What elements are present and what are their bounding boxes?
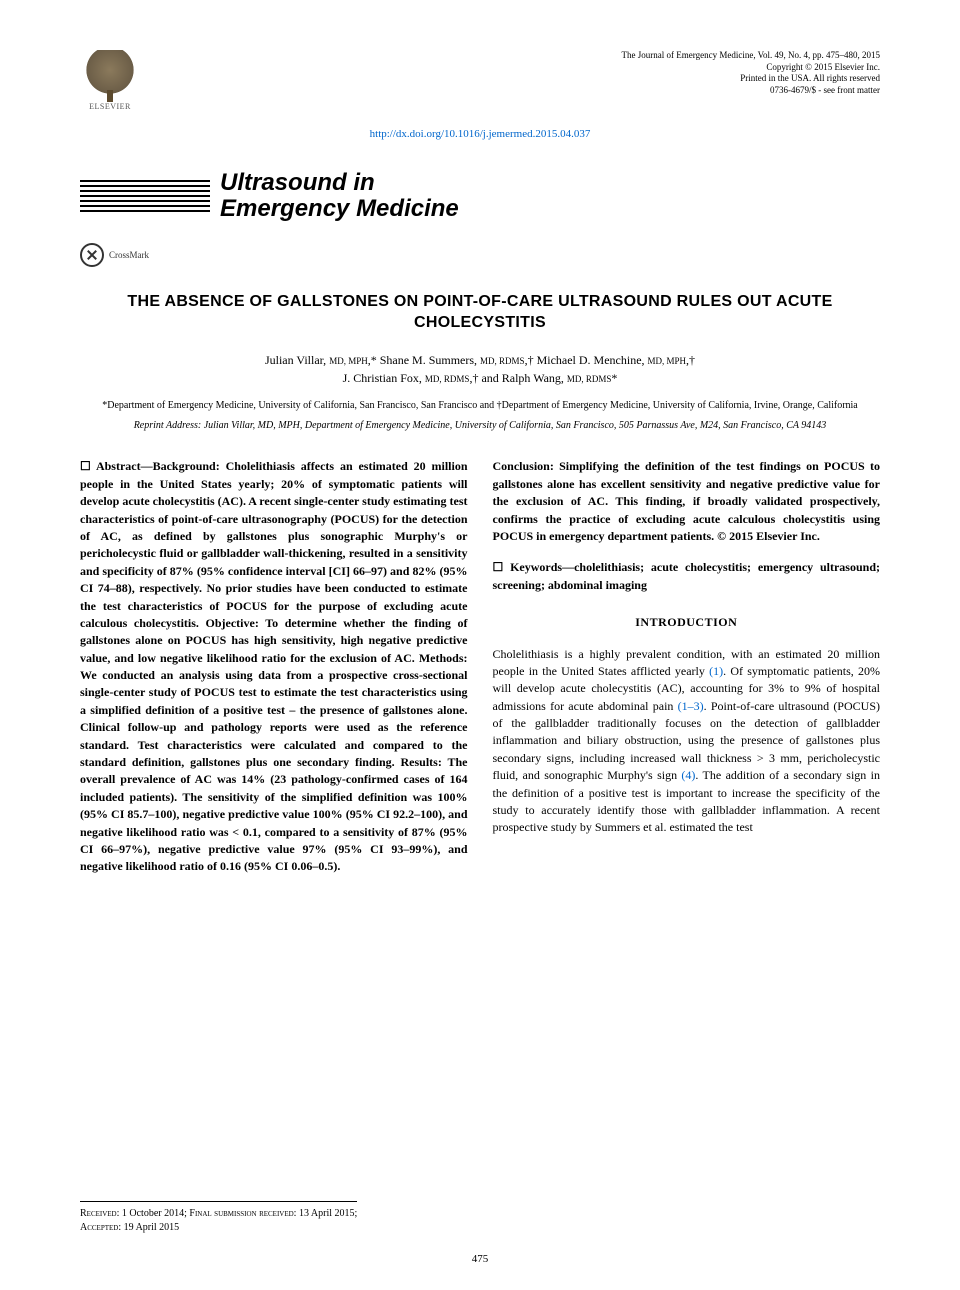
ref-link-1-3[interactable]: (1–3) [678, 699, 704, 713]
meta-line-2: Copyright © 2015 Elsevier Inc. [622, 62, 880, 74]
two-column-body: ☐ Abstract—Background: Cholelithiasis af… [80, 458, 880, 875]
final-label: Final submission received: [189, 1208, 299, 1219]
author-2-cred: MD, RDMS [480, 356, 525, 366]
ref-link-4[interactable]: (4) [681, 768, 695, 782]
author-3: Michael D. Menchine, [537, 353, 648, 367]
crossmark-label: CrossMark [109, 250, 149, 260]
section-banner: Ultrasound in Emergency Medicine [80, 170, 880, 223]
abstract-left: ☐ Abstract—Background: Cholelithiasis af… [80, 458, 468, 875]
author-2: Shane M. Summers, [380, 353, 480, 367]
authors-block: Julian Villar, MD, MPH,* Shane M. Summer… [80, 351, 880, 387]
meta-line-3: Printed in the USA. All rights reserved [622, 73, 880, 85]
authors-line-1: Julian Villar, MD, MPH,* Shane M. Summer… [80, 351, 880, 369]
accepted-label: Accepted: [80, 1222, 124, 1233]
meta-line-1: The Journal of Emergency Medicine, Vol. … [622, 50, 880, 62]
reprint-text: Julian Villar, MD, MPH, Department of Em… [204, 420, 827, 431]
elsevier-tree-icon [85, 50, 135, 100]
ref-link-1[interactable]: (1) [709, 664, 723, 678]
crossmark-icon [80, 243, 104, 267]
elsevier-logo: ELSEVIER [80, 50, 140, 120]
doi-link[interactable]: http://dx.doi.org/10.1016/j.jemermed.201… [80, 128, 880, 140]
footer-dates: Received: 1 October 2014; Final submissi… [80, 1201, 357, 1235]
author-3-sym: ,† [686, 353, 695, 367]
elsevier-label: ELSEVIER [89, 102, 131, 111]
received-date: 1 October 2014; [122, 1208, 190, 1219]
author-2-sym: ,† [525, 353, 537, 367]
author-5: Ralph Wang, [502, 371, 567, 385]
right-column: Conclusion: Simplifying the definition o… [493, 458, 881, 875]
page-number: 475 [0, 1253, 960, 1265]
article-title: THE ABSENCE OF GALLSTONES ON POINT-OF-CA… [80, 292, 880, 334]
header-row: ELSEVIER The Journal of Emergency Medici… [80, 50, 880, 120]
reprint-address: Reprint Address: Julian Villar, MD, MPH,… [80, 419, 880, 433]
author-4: J. Christian Fox, [343, 371, 425, 385]
accepted-date: 19 April 2015 [124, 1222, 180, 1233]
banner-line1: Ultrasound in [220, 170, 459, 196]
final-date: 13 April 2015; [299, 1208, 357, 1219]
author-5-sym: * [611, 371, 617, 385]
affiliations: *Department of Emergency Medicine, Unive… [80, 399, 880, 413]
introduction-heading: INTRODUCTION [493, 614, 881, 631]
author-4-sym: ,† and [469, 371, 501, 385]
banner-line2: Emergency Medicine [220, 196, 459, 222]
introduction-body: Cholelithiasis is a highly prevalent con… [493, 646, 881, 837]
author-5-cred: MD, RDMS [567, 374, 612, 384]
keywords: ☐ Keywords—cholelithiasis; acute cholecy… [493, 559, 881, 594]
meta-line-4: 0736-4679/$ - see front matter [622, 85, 880, 97]
crossmark-badge[interactable]: CrossMark [80, 243, 880, 267]
banner-lines-icon [80, 177, 210, 215]
author-1-cred: MD, MPH [329, 356, 368, 366]
abstract-conclusion: Conclusion: Simplifying the definition o… [493, 458, 881, 545]
received-label: Received: [80, 1208, 122, 1219]
reprint-label: Reprint Address: [134, 420, 204, 431]
section-banner-title: Ultrasound in Emergency Medicine [220, 170, 459, 223]
left-column: ☐ Abstract—Background: Cholelithiasis af… [80, 458, 468, 875]
authors-line-2: J. Christian Fox, MD, RDMS,† and Ralph W… [80, 369, 880, 387]
author-3-cred: MD, MPH [648, 356, 687, 366]
author-1-sym: ,* [368, 353, 380, 367]
author-1: Julian Villar, [265, 353, 329, 367]
journal-meta: The Journal of Emergency Medicine, Vol. … [622, 50, 880, 97]
author-4-cred: MD, RDMS [425, 374, 470, 384]
